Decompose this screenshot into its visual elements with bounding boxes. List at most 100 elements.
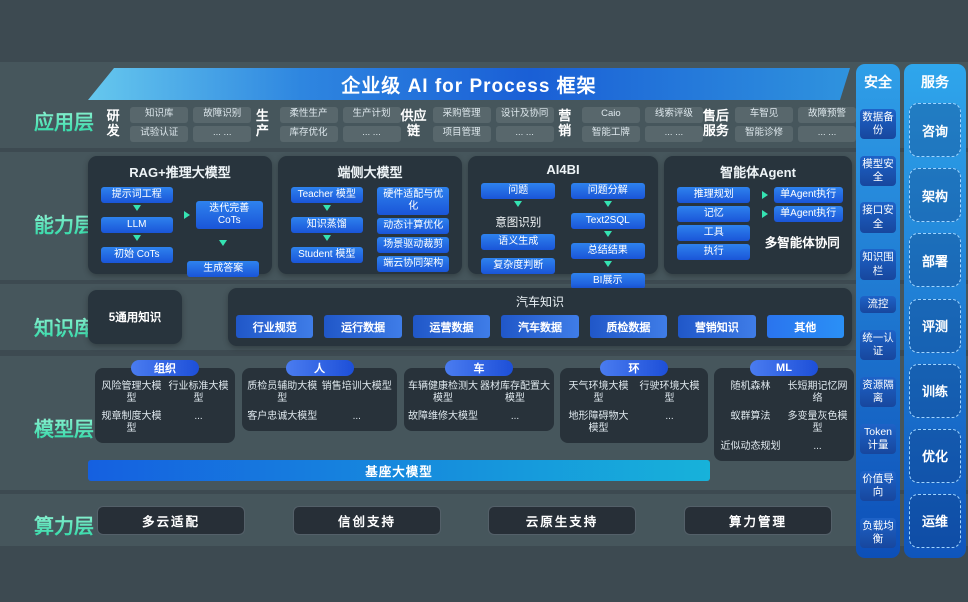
flow-step: Teacher 模型 <box>290 187 363 203</box>
rag-flow-left: 提示词工程 LLM 初始 CoTs <box>97 187 177 277</box>
model-group-environment: 环 天气环境大模型 行驶环境大模型 地形障碍物大模型 ... <box>560 360 708 443</box>
ai4bi-flow-right: 问题分解 Text2SQL 总结结果 BI展示 <box>567 183 650 289</box>
capability-box-rag: RAG+推理大模型 提示词工程 LLM 初始 CoTs 迭代完善 CoTs 生成… <box>88 156 272 277</box>
compute-item-cloudnative: 云原生支持 <box>488 506 636 535</box>
app-item: 库存优化 <box>279 125 338 142</box>
model-item: 行业标准大模型 <box>168 381 229 404</box>
app-item: 故障预警 <box>798 106 856 123</box>
app-item: ... ... <box>798 125 856 142</box>
model-group-label: 车 <box>445 360 513 376</box>
layer-label-knowledge: 知识库 <box>24 312 104 341</box>
app-item: ... ... <box>342 125 401 142</box>
app-item: 线索评级 <box>644 106 703 123</box>
model-item: 天气环境大模型 <box>568 381 629 404</box>
flow-step: Student 模型 <box>290 247 363 263</box>
knowledge-domain-box: 汽车知识 行业规范 运行数据 运营数据 汽车数据 质检数据 营销知识 其他 <box>228 288 852 346</box>
capability-box-title: 端侧大模型 <box>337 165 403 180</box>
flow-step: 语义生成 <box>481 234 556 250</box>
agent-component: 推理规划 <box>677 187 751 203</box>
model-item: 地形障碍物大模型 <box>568 411 629 434</box>
agent-flow-right: 单Agent执行 单Agent执行 多智能体协同 <box>761 187 843 260</box>
app-group-marketing: 营销 Caio 线索评级 智能工牌 ... ... <box>554 106 703 142</box>
model-item: ... <box>352 411 361 422</box>
flow-step: LLM <box>100 217 173 233</box>
knowledge-item: 质检数据 <box>589 315 668 338</box>
application-groups: 研发 知识库 故障识别 试验认证 ... ... 生产 柔性生产 生产计划 库存… <box>102 101 856 147</box>
model-group-label: 人 <box>285 360 354 376</box>
app-group-production: 生产 柔性生产 生产计划 库存优化 ... ... <box>251 106 401 142</box>
flow-step-text: 意图识别 <box>495 217 542 229</box>
flow-step: 问题分解 <box>570 183 645 199</box>
app-item: 生产计划 <box>342 106 401 123</box>
compute-item-multicloud: 多云适配 <box>97 506 245 535</box>
capability-box-title: 智能体Agent <box>720 165 796 180</box>
model-item: ... <box>665 411 674 422</box>
arrow-right-icon <box>761 191 772 199</box>
flow-step: 单Agent执行 <box>773 206 843 222</box>
security-item: 模型安全 <box>860 155 896 186</box>
security-item: 流控 <box>860 296 896 314</box>
arrow-down-icon <box>322 235 331 245</box>
arrow-down-icon <box>322 205 331 215</box>
layer-label-capability: 能力层 <box>24 209 104 238</box>
knowledge-item: 营销知识 <box>678 315 756 338</box>
model-item: ... <box>510 411 520 422</box>
flow-step: 问题 <box>481 183 556 199</box>
model-item: ... <box>813 441 822 452</box>
compute-item-management: 算力管理 <box>684 506 832 535</box>
flow-step: 迭代完善 CoTs <box>195 201 263 229</box>
security-item: 价值导向 <box>860 470 896 502</box>
model-group-box: 风险管理大模型 行业标准大模型 规章制度大模型 ... <box>95 368 235 443</box>
edge-model-flow: Teacher 模型 知识蒸馏 Student 模型 硬件适配与优化 动态计算优… <box>278 181 462 272</box>
knowledge-item: 其他 <box>766 315 844 338</box>
rag-flow: 提示词工程 LLM 初始 CoTs 迭代完善 CoTs 生成答案 <box>88 181 272 277</box>
flow-step: 总结结果 <box>570 243 645 259</box>
security-column: 安全 数据备份 模型安全 接口安全 知识围栏 流控 统一认证 资源隔离 Toke… <box>856 64 900 558</box>
security-item: 数据备份 <box>860 108 896 139</box>
capability-box-edge-model: 端侧大模型 Teacher 模型 知识蒸馏 Student 模型 硬件适配与优化… <box>278 156 462 274</box>
knowledge-item: 运营数据 <box>412 315 491 338</box>
model-item: 近似动态规划 <box>720 441 781 452</box>
model-item: 规章制度大模型 <box>101 411 162 434</box>
app-group-name: 生产 <box>255 108 269 138</box>
service-column: 服务 咨询 架构 部署 评测 训练 优化 运维 <box>904 64 966 558</box>
arrow-down-icon <box>219 240 228 250</box>
security-item: 资源隔离 <box>860 376 896 408</box>
security-item: 负载均衡 <box>860 517 896 548</box>
knowledge-item: 汽车数据 <box>501 315 579 338</box>
flow-step: BI展示 <box>570 273 645 289</box>
app-group-items: 车智见 故障预警 智能诊修 ... ... <box>735 106 856 142</box>
model-group-box: 随机森林 长短期记忆网络 蚁群算法 多变量灰色模型 近似动态规划 ... <box>714 368 854 461</box>
service-item: 咨询 <box>909 103 961 158</box>
capability-box-ai4bi: AI4BI 问题 意图识别 语义生成 复杂度判断 问题分解 Text2SQL 总… <box>468 156 658 289</box>
knowledge-domain-title: 汽车知识 <box>515 295 564 309</box>
service-item: 部署 <box>909 233 961 288</box>
flow-step: 初始 CoTs <box>100 247 173 263</box>
model-group-box: 天气环境大模型 行驶环境大模型 地形障碍物大模型 ... <box>560 368 708 443</box>
model-item: 质检员辅助大模型 <box>247 381 318 404</box>
arrow-down-icon <box>514 201 523 211</box>
app-item: 车智见 <box>735 106 793 123</box>
framework-title-banner: 企业级 AI for Process 框架 <box>88 68 850 100</box>
feature-item: 端云协同架构 <box>377 256 450 272</box>
agent-component: 工具 <box>677 225 751 241</box>
ai4bi-flow-left: 问题 意图识别 语义生成 复杂度判断 <box>477 183 560 289</box>
flow-step: 复杂度判断 <box>481 258 556 274</box>
model-item: ... <box>194 411 203 422</box>
model-group-label: ML <box>750 360 818 376</box>
edge-list-right: 硬件适配与优化 动态计算优化 场景驱动裁剪 端云协同架构 <box>374 187 454 272</box>
security-item: 知识围栏 <box>860 249 896 280</box>
service-item: 训练 <box>909 363 961 418</box>
flow-step: 单Agent执行 <box>773 187 843 203</box>
app-item: ... ... <box>193 125 252 142</box>
app-item: 设计及协同 <box>495 106 554 123</box>
model-group-label: 环 <box>600 360 668 376</box>
model-item: 行驶环境大模型 <box>639 381 700 404</box>
compute-item-xinchuang: 信创支持 <box>293 506 441 535</box>
model-item: 故障维修大模型 <box>408 411 478 422</box>
flow-step-row: 迭代完善 CoTs <box>183 201 263 229</box>
app-item: 柔性生产 <box>279 106 338 123</box>
layer-label-compute: 算力层 <box>24 510 104 539</box>
knowledge-general-label: 5通用知识 <box>108 312 162 324</box>
